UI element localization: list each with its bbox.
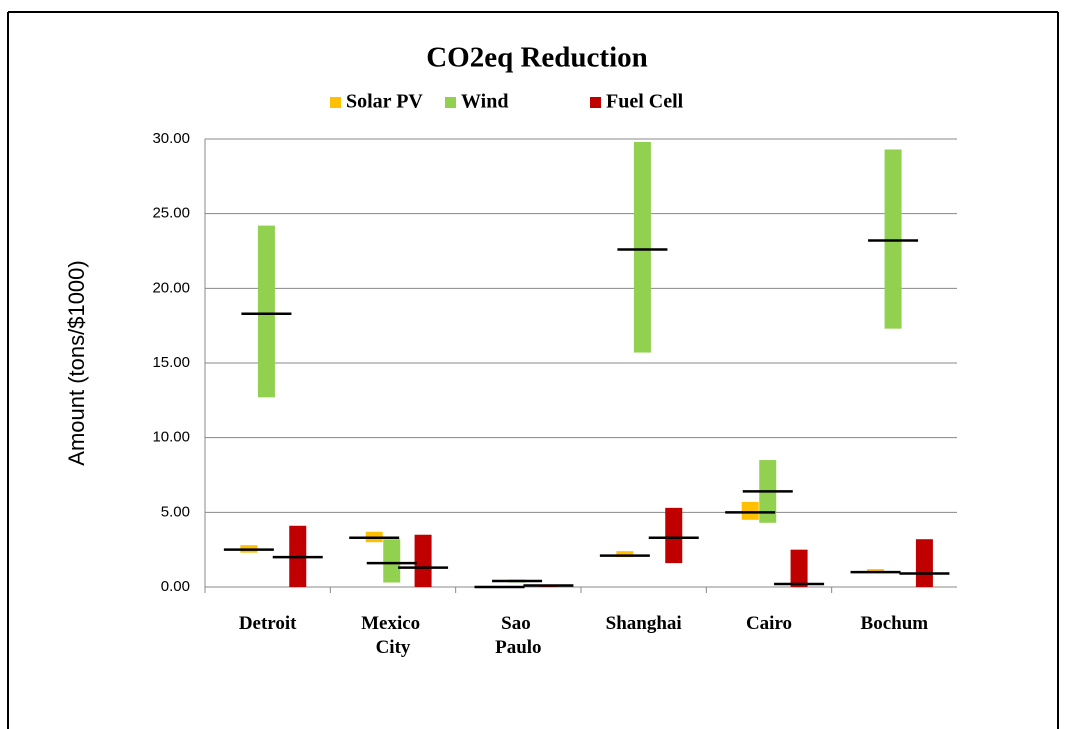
range-bar [790,549,808,587]
legend-swatch [330,97,341,108]
legend-label: Solar PV [346,91,423,113]
range-bar [884,149,902,329]
y-tick-label: 25.00 [152,205,190,222]
range-bar [633,141,651,353]
x-tick-label: Detroit [239,613,297,634]
range-bar [257,225,275,398]
x-tick-label: Shanghai [606,613,682,634]
y-tick-label: 5.00 [161,503,190,520]
y-tick-label: 30.00 [152,130,190,147]
y-tick-label: 20.00 [152,279,190,296]
range-bar [741,501,759,520]
y-tick-label: 15.00 [152,354,190,371]
legend-swatch [590,97,601,108]
y-tick-label: 10.00 [152,429,190,446]
y-axis-label: Amount (tons/$1000) [64,260,89,465]
range-bar [867,569,885,573]
x-tick-label: Bochum [861,613,929,634]
range-bar [383,539,401,583]
x-tick-label: Sao Paulo [495,613,541,658]
x-tick-label: Mexico City [361,613,425,658]
legend-label: Wind [461,91,508,113]
legend-swatch [445,97,456,108]
range-bar [665,507,683,564]
range-bar [414,534,432,587]
chart-title: CO2eq Reduction [426,42,648,74]
x-tick-label: Cairo [746,613,792,634]
y-tick-label: 0.00 [161,578,190,595]
legend-label: Fuel Cell [606,91,684,113]
range-bar [616,551,634,558]
range-bar [915,539,933,587]
